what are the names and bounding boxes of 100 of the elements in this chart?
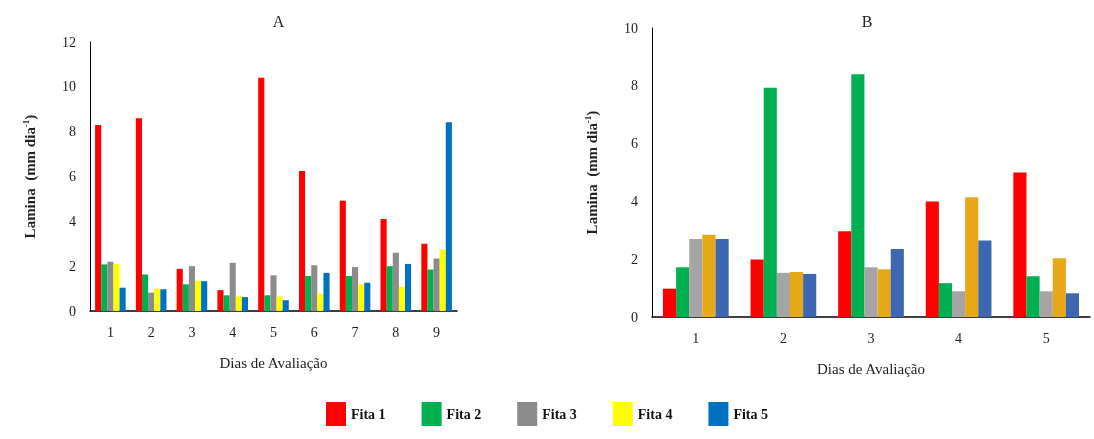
bar bbox=[223, 295, 230, 311]
bar bbox=[445, 122, 452, 311]
bar bbox=[135, 118, 142, 311]
bar bbox=[938, 283, 953, 317]
y-tick-label: 2 bbox=[69, 258, 76, 274]
bar bbox=[978, 240, 992, 317]
bar bbox=[235, 296, 242, 311]
bar bbox=[107, 261, 114, 311]
y-tick-label: 12 bbox=[62, 34, 76, 50]
bar bbox=[339, 200, 346, 311]
bar bbox=[154, 288, 161, 311]
bar bbox=[1013, 172, 1027, 317]
x-tick-label: 1 bbox=[106, 324, 114, 340]
bar bbox=[965, 197, 979, 317]
bar bbox=[433, 258, 440, 311]
bar bbox=[890, 249, 904, 317]
bar bbox=[702, 234, 716, 317]
x-tick-label: 4 bbox=[955, 330, 963, 346]
bar bbox=[148, 292, 155, 311]
bar bbox=[201, 281, 208, 311]
y-tick-label: 4 bbox=[631, 193, 638, 209]
x-axis-title: Dias de Avaliação bbox=[219, 354, 328, 371]
bar bbox=[676, 267, 690, 317]
x-tick-label: 2 bbox=[147, 324, 155, 340]
bar bbox=[851, 74, 865, 317]
bar bbox=[1065, 293, 1080, 317]
bar bbox=[188, 266, 195, 311]
y-axis-title: Lamina (mm dia-1) bbox=[582, 110, 601, 235]
bar bbox=[427, 269, 434, 311]
bar bbox=[715, 238, 729, 317]
bar bbox=[386, 266, 393, 311]
bar bbox=[398, 286, 406, 311]
bar bbox=[95, 124, 102, 311]
chart-title: A bbox=[272, 12, 285, 30]
bar bbox=[345, 276, 352, 311]
legend-label: Fita 4 bbox=[637, 406, 673, 422]
legend-label: Fita 2 bbox=[446, 406, 482, 422]
bar bbox=[877, 269, 891, 317]
bar bbox=[662, 288, 677, 317]
x-tick-label: 1 bbox=[692, 330, 700, 346]
bar bbox=[358, 284, 365, 311]
x-tick-label: 4 bbox=[229, 324, 237, 340]
x-axis-title: Dias de Avaliação bbox=[816, 360, 926, 377]
x-tick-label: 5 bbox=[270, 324, 277, 340]
y-tick-label: 0 bbox=[69, 303, 76, 319]
bar bbox=[119, 287, 126, 311]
bar bbox=[276, 296, 283, 311]
bar bbox=[317, 293, 324, 311]
bar bbox=[217, 290, 224, 311]
bar bbox=[282, 300, 289, 311]
x-tick-label: 3 bbox=[867, 330, 875, 346]
x-tick-label: 9 bbox=[433, 324, 441, 340]
bar bbox=[270, 275, 277, 311]
x-tick-label: 5 bbox=[1042, 330, 1050, 346]
bar bbox=[1052, 258, 1066, 317]
legend-label: Fita 5 bbox=[733, 406, 769, 422]
x-tick-label: 8 bbox=[392, 324, 400, 340]
bar bbox=[803, 273, 817, 317]
y-tick-label: 10 bbox=[62, 79, 76, 95]
y-tick-label: 0 bbox=[631, 309, 638, 325]
bar bbox=[405, 263, 412, 311]
x-tick-label: 7 bbox=[351, 324, 359, 340]
bar bbox=[864, 267, 878, 317]
bar bbox=[241, 297, 249, 311]
y-axis-title: Lamina (mm dia-1) bbox=[20, 114, 39, 239]
bar bbox=[176, 268, 183, 311]
bar bbox=[1039, 291, 1053, 317]
bar bbox=[421, 243, 428, 311]
legend-label: Fita 3 bbox=[542, 406, 577, 422]
bar bbox=[763, 87, 777, 317]
bar bbox=[113, 263, 120, 311]
bar bbox=[689, 238, 703, 317]
bar bbox=[264, 295, 271, 311]
bar bbox=[195, 280, 202, 311]
bar bbox=[838, 231, 852, 317]
bar bbox=[776, 272, 790, 317]
legend-label: Fita 1 bbox=[350, 406, 386, 422]
x-tick-label: 3 bbox=[188, 324, 196, 340]
bar bbox=[323, 272, 330, 311]
bar bbox=[305, 276, 312, 311]
y-tick-label: 2 bbox=[631, 251, 638, 267]
bar bbox=[101, 264, 108, 311]
y-tick-label: 6 bbox=[631, 136, 638, 152]
y-tick-label: 6 bbox=[69, 169, 76, 184]
bar bbox=[311, 265, 318, 311]
bar bbox=[789, 271, 804, 317]
bar bbox=[258, 77, 265, 311]
bar bbox=[364, 282, 371, 311]
bar bbox=[380, 219, 387, 311]
bar bbox=[1026, 276, 1040, 317]
bar bbox=[141, 274, 149, 311]
y-tick-label: 8 bbox=[69, 124, 76, 140]
chart-title: B bbox=[861, 12, 873, 30]
bar bbox=[392, 252, 399, 311]
bar bbox=[182, 284, 189, 311]
bar bbox=[298, 170, 306, 311]
y-tick-label: 8 bbox=[631, 78, 638, 94]
bar bbox=[925, 201, 939, 317]
x-tick-label: 6 bbox=[310, 324, 318, 340]
bar bbox=[952, 291, 966, 317]
